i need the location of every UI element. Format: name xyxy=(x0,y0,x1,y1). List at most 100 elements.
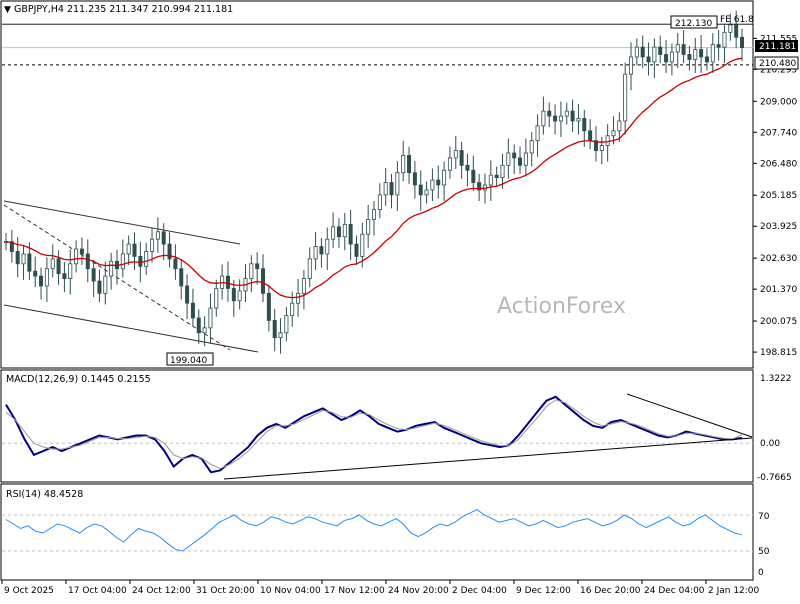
candle xyxy=(56,250,61,285)
ema-line xyxy=(5,57,743,299)
candle-body xyxy=(9,241,14,252)
candle xyxy=(15,236,20,278)
candle xyxy=(284,306,289,342)
candle xyxy=(331,212,336,248)
candle xyxy=(617,112,622,142)
candle xyxy=(704,48,709,71)
price-tick-label: 206.480 xyxy=(760,159,797,169)
current-price-tag: 211.181 xyxy=(755,40,798,52)
price-tick-label: 201.370 xyxy=(760,285,797,295)
candle-body xyxy=(266,292,271,321)
candle-body xyxy=(558,115,563,122)
candle xyxy=(658,35,663,64)
macd-line xyxy=(5,395,743,474)
candle xyxy=(50,244,55,278)
candle-body xyxy=(27,253,32,272)
watermark: ActionForex xyxy=(497,294,626,319)
candle xyxy=(681,30,686,64)
candle-body xyxy=(506,152,511,166)
price-tick-label: 211.555 xyxy=(760,34,797,44)
level-210-tag: 210.480 xyxy=(754,56,799,70)
candle xyxy=(336,218,341,248)
candle-body xyxy=(173,258,178,270)
candle-body xyxy=(144,251,149,267)
candle xyxy=(675,33,680,69)
candle-body xyxy=(634,46,639,58)
candle-body xyxy=(103,275,108,294)
x-tick-label: 17 Nov 12:00 xyxy=(324,586,385,596)
candle xyxy=(354,235,359,266)
candle-body xyxy=(488,174,493,186)
candle xyxy=(27,242,32,280)
candle-body xyxy=(436,179,441,186)
candle xyxy=(588,119,593,150)
candle xyxy=(9,230,14,263)
candle-body xyxy=(307,258,312,279)
candle xyxy=(21,245,26,280)
candle xyxy=(150,227,155,263)
candle-body xyxy=(225,275,230,289)
rsi-panel-frame xyxy=(0,483,754,581)
candle-body xyxy=(155,231,160,240)
candle xyxy=(669,43,674,76)
candle-body xyxy=(407,155,412,174)
candle xyxy=(266,284,271,332)
candle xyxy=(430,168,435,202)
macd-title: MACD(12,26,9) 0.1445 0.2155 xyxy=(6,374,151,385)
candle xyxy=(500,153,505,189)
candle-body xyxy=(336,226,341,238)
candle-body xyxy=(652,46,657,63)
candle xyxy=(325,227,330,270)
candle xyxy=(442,161,447,202)
candle xyxy=(436,165,441,199)
x-tick-label: 10 Nov 04:00 xyxy=(260,586,321,596)
low-label: 199.040 xyxy=(170,356,207,366)
candle xyxy=(225,261,230,302)
current-price-label: 211.181 xyxy=(759,42,796,52)
candle xyxy=(97,269,102,302)
candle xyxy=(629,42,634,91)
candle xyxy=(640,35,645,69)
candle xyxy=(383,168,388,206)
candle-body xyxy=(150,238,155,252)
candle-body xyxy=(331,226,336,240)
candle-body xyxy=(79,248,84,255)
candle-body xyxy=(237,290,242,302)
candle-body xyxy=(588,130,593,142)
candle-body xyxy=(664,54,669,63)
candle-body xyxy=(74,248,79,265)
rsi-line xyxy=(5,509,743,552)
candle xyxy=(301,269,306,310)
candle-body xyxy=(231,288,236,302)
candle-body xyxy=(185,285,190,304)
candle xyxy=(652,38,657,78)
candle xyxy=(91,260,96,298)
candle-body xyxy=(126,243,131,255)
candle-body xyxy=(109,260,114,277)
candle xyxy=(278,318,283,354)
candle xyxy=(114,249,119,285)
candle xyxy=(39,267,44,300)
price-tick-label: 207.740 xyxy=(760,128,797,138)
candle xyxy=(173,244,178,280)
candle xyxy=(190,288,195,327)
level-212-callout: 212.130 xyxy=(670,15,718,29)
candle xyxy=(728,13,733,41)
candle-body xyxy=(582,118,587,132)
candle xyxy=(319,237,324,268)
candle xyxy=(687,45,692,71)
candle xyxy=(740,28,745,62)
x-tick-label: 9 Dec 12:00 xyxy=(516,586,571,596)
candle-body xyxy=(342,224,347,238)
candle-body xyxy=(576,118,581,122)
candle-body xyxy=(348,224,353,245)
candle xyxy=(272,308,277,352)
candle-body xyxy=(424,189,429,196)
candle-body xyxy=(623,73,628,122)
price-tick-label: 198.815 xyxy=(760,348,797,358)
candle-body xyxy=(371,209,376,220)
collapse-triangle-icon[interactable]: ▼ xyxy=(4,5,11,15)
candle xyxy=(208,293,213,344)
